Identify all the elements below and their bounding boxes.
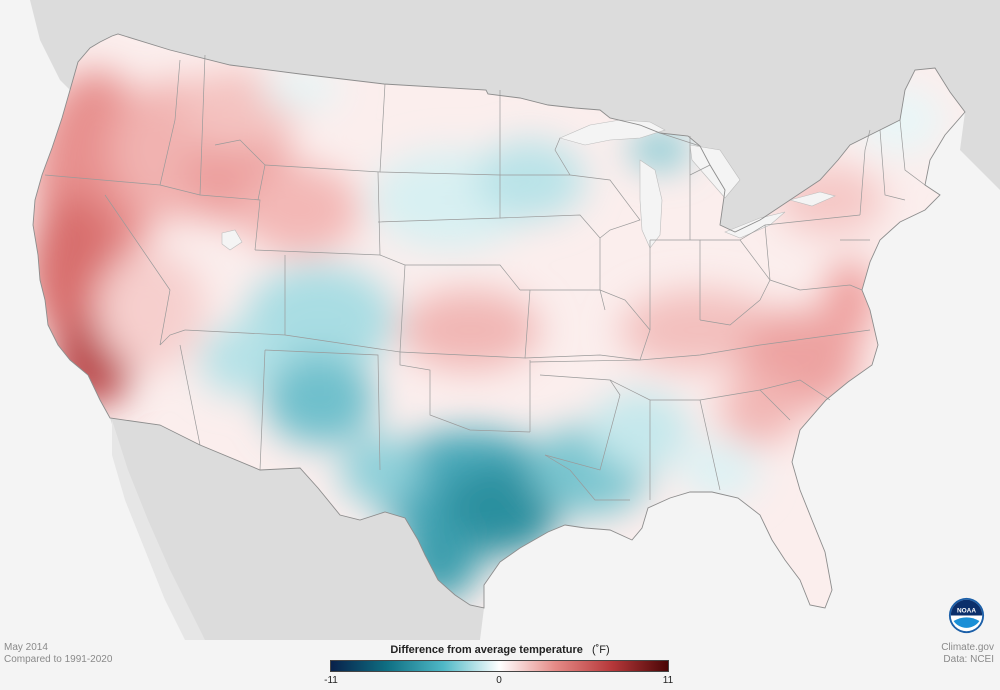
noaa-logo-icon: NOAA [948, 597, 985, 634]
credit-site: Climate.gov [941, 642, 994, 653]
legend-unit: (˚F) [591, 644, 610, 656]
temperature-anomaly-map [0, 0, 1000, 640]
map-credits: Climate.gov Data: NCEI [941, 642, 994, 666]
legend-color-bar [330, 660, 669, 672]
lake-erie [724, 211, 786, 239]
great-salt-lake [221, 229, 243, 251]
legend-tick-max: 11 [662, 675, 674, 686]
surrounding-land [0, 0, 1000, 640]
legend-title: Difference from average temperature (˚F) [300, 644, 700, 656]
legend-tick-min: -11 [324, 675, 338, 686]
lake-ontario [788, 191, 836, 207]
canada-land [0, 0, 1000, 232]
state-borders [44, 54, 926, 501]
lake-superior [559, 119, 666, 146]
noaa-logo-text: NOAA [957, 608, 976, 615]
great-lakes [221, 119, 836, 251]
legend-title-text: Difference from average temperature [390, 644, 583, 656]
credit-source: Data: NCEI [943, 654, 994, 665]
legend-tick-mid: 0 [496, 675, 502, 686]
caption-period: May 2014 [4, 642, 48, 653]
lake-huron [689, 144, 741, 199]
lake-michigan [639, 159, 663, 249]
map-caption: May 2014 Compared to 1991-2020 [4, 642, 112, 666]
caption-baseline: Compared to 1991-2020 [4, 654, 113, 665]
mexico-land [110, 418, 484, 640]
